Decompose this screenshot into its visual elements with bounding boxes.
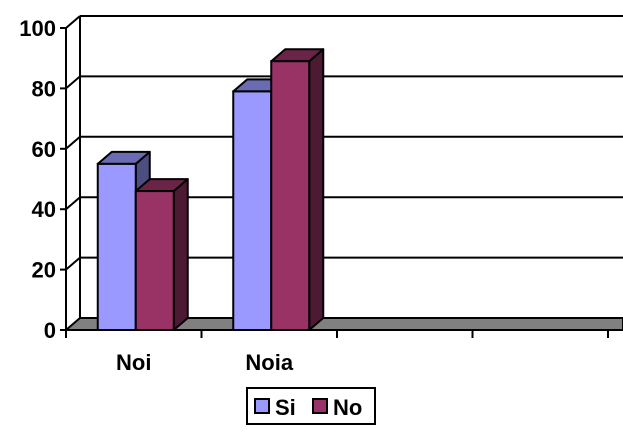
x-category-label-0: Noi bbox=[116, 350, 151, 375]
bars bbox=[96, 48, 325, 331]
bar-side bbox=[172, 178, 189, 331]
y-tick-label-80: 80 bbox=[32, 76, 56, 101]
y-tick-label-20: 20 bbox=[32, 258, 56, 283]
bar-no-0 bbox=[134, 178, 189, 331]
y-tick-label-40: 40 bbox=[32, 197, 56, 222]
labels: 0 20 40 60 80 100 Noi Noia bbox=[19, 16, 294, 375]
gridline-side-80 bbox=[65, 75, 81, 90]
y-tick-label-0: 0 bbox=[44, 318, 56, 343]
y-tick-label-60: 60 bbox=[32, 137, 56, 162]
legend-box bbox=[246, 387, 376, 425]
bar-front bbox=[270, 60, 311, 331]
gridline-side-60 bbox=[65, 136, 81, 150]
bar-front bbox=[232, 90, 273, 331]
legend-swatch-no bbox=[312, 398, 328, 414]
legend-swatch-si bbox=[254, 398, 270, 414]
bar-front bbox=[96, 162, 137, 331]
bar-side bbox=[308, 48, 325, 331]
gridline-side-100 bbox=[65, 15, 81, 29]
bar-front bbox=[134, 190, 175, 331]
gridline-side-20 bbox=[65, 256, 81, 271]
bar-no-1 bbox=[270, 48, 325, 331]
legend-label-no: No bbox=[333, 395, 362, 420]
gridline-side-40 bbox=[65, 196, 81, 210]
legend-label-si: Si bbox=[275, 395, 296, 420]
legend: Si No bbox=[246, 387, 376, 425]
y-tick-label-100: 100 bbox=[19, 16, 56, 41]
x-category-label-1: Noia bbox=[245, 350, 293, 375]
